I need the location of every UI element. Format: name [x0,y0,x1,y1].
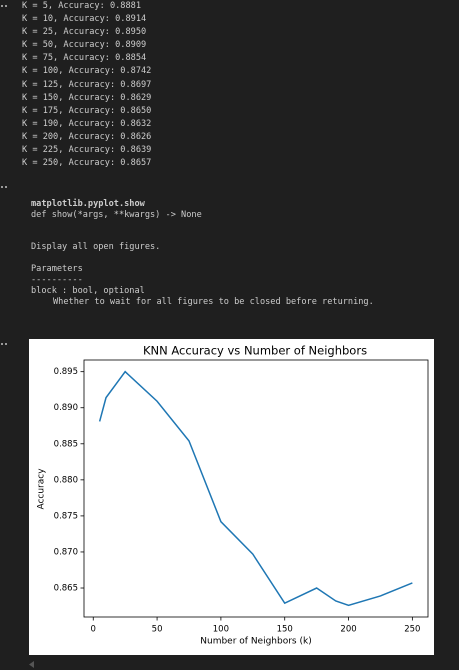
output-line: K = 250, Accuracy: 0.8657 [22,158,152,169]
cell-marker [1,186,7,190]
doc-rule: ---------- [31,275,83,285]
y-tick-label: 0.870 [54,547,78,557]
stdout: K = 5, Accuracy: 0.8881 K = 10, Accuracy:… [22,0,151,170]
data-line [98,370,413,607]
x-tick-label: 0 [91,625,96,635]
output-line: K = 100, Accuracy: 0.8742 [22,66,152,77]
output-line: K = 10, Accuracy: 0.8914 [22,14,147,25]
y-tick-label: 0.895 [54,367,78,377]
y-tick-label: 0.865 [54,584,78,594]
x-tick-label: 50 [152,625,163,635]
output-line: K = 175, Accuracy: 0.8650 [22,105,152,116]
cell-marker [1,343,7,347]
output-line: K = 200, Accuracy: 0.8626 [22,131,152,142]
doc-param-description: Whether to wait for all figures to be cl… [53,297,374,307]
y-tick-label: 0.880 [54,475,78,485]
x-tick-label: 250 [404,625,420,635]
y-tick-label: 0.875 [54,511,78,521]
x-tick-label: 150 [277,625,293,635]
output-line: K = 125, Accuracy: 0.8697 [22,79,152,90]
y-tick-label: 0.890 [54,403,78,413]
doc-description: Display all open figures. [31,242,161,252]
x-tick-label: 200 [340,625,356,635]
scroll-arrow[interactable] [28,660,36,669]
output-line: K = 190, Accuracy: 0.8632 [22,118,152,129]
output-line: K = 25, Accuracy: 0.8950 [22,27,147,38]
plot-area [83,359,429,618]
doc-param: block : bool, optional [31,286,145,296]
output-line: K = 150, Accuracy: 0.8629 [22,92,152,103]
output-line: K = 75, Accuracy: 0.8854 [22,53,147,64]
doc-section: Parameters [31,264,83,274]
figure: KNN Accuracy vs Number of Neighbors Numb… [29,339,434,655]
x-axis-label: Number of Neighbors (k) [200,637,311,647]
chart: KNN Accuracy vs Number of Neighbors Numb… [37,344,429,647]
doc-signature: def show(*args, **kwargs) -> None [31,210,202,220]
y-axis-label: Accuracy [37,468,47,510]
output-line: K = 225, Accuracy: 0.8639 [22,145,152,156]
y-tick-label: 0.885 [54,439,78,449]
cell-marker [1,5,7,9]
doc-title: matplotlib.pyplot.show [31,199,145,209]
output-line: K = 50, Accuracy: 0.8909 [22,40,147,51]
chart-title: KNN Accuracy vs Number of Neighbors [143,344,367,358]
output-line: K = 5, Accuracy: 0.8881 [22,1,141,11]
x-tick-label: 100 [213,625,229,635]
